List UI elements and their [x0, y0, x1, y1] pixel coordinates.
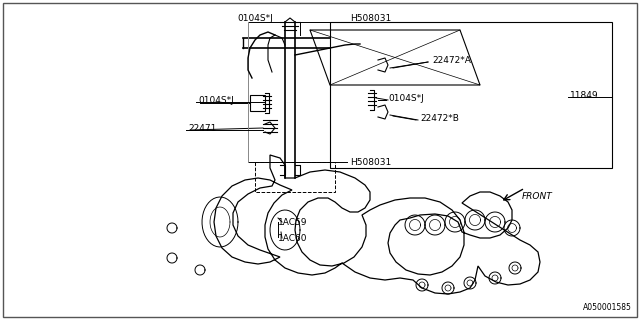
Bar — [250, 95, 265, 111]
Text: 22472*A: 22472*A — [432, 55, 471, 65]
Text: FRONT: FRONT — [522, 191, 553, 201]
Text: 0104S*J: 0104S*J — [198, 95, 234, 105]
Text: 0104S*J: 0104S*J — [388, 93, 424, 102]
Text: 0104S*J: 0104S*J — [237, 13, 273, 22]
Text: 1AC60: 1AC60 — [278, 234, 307, 243]
Text: 22472*B: 22472*B — [420, 114, 459, 123]
Text: A050001585: A050001585 — [583, 303, 632, 313]
Text: 22471: 22471 — [188, 124, 216, 132]
Text: 11849: 11849 — [570, 91, 598, 100]
Text: H508031: H508031 — [350, 13, 391, 22]
Text: 1AC59: 1AC59 — [278, 218, 307, 227]
Bar — [330, 22, 612, 168]
Text: H508031: H508031 — [350, 157, 391, 166]
Bar — [255, 162, 335, 192]
